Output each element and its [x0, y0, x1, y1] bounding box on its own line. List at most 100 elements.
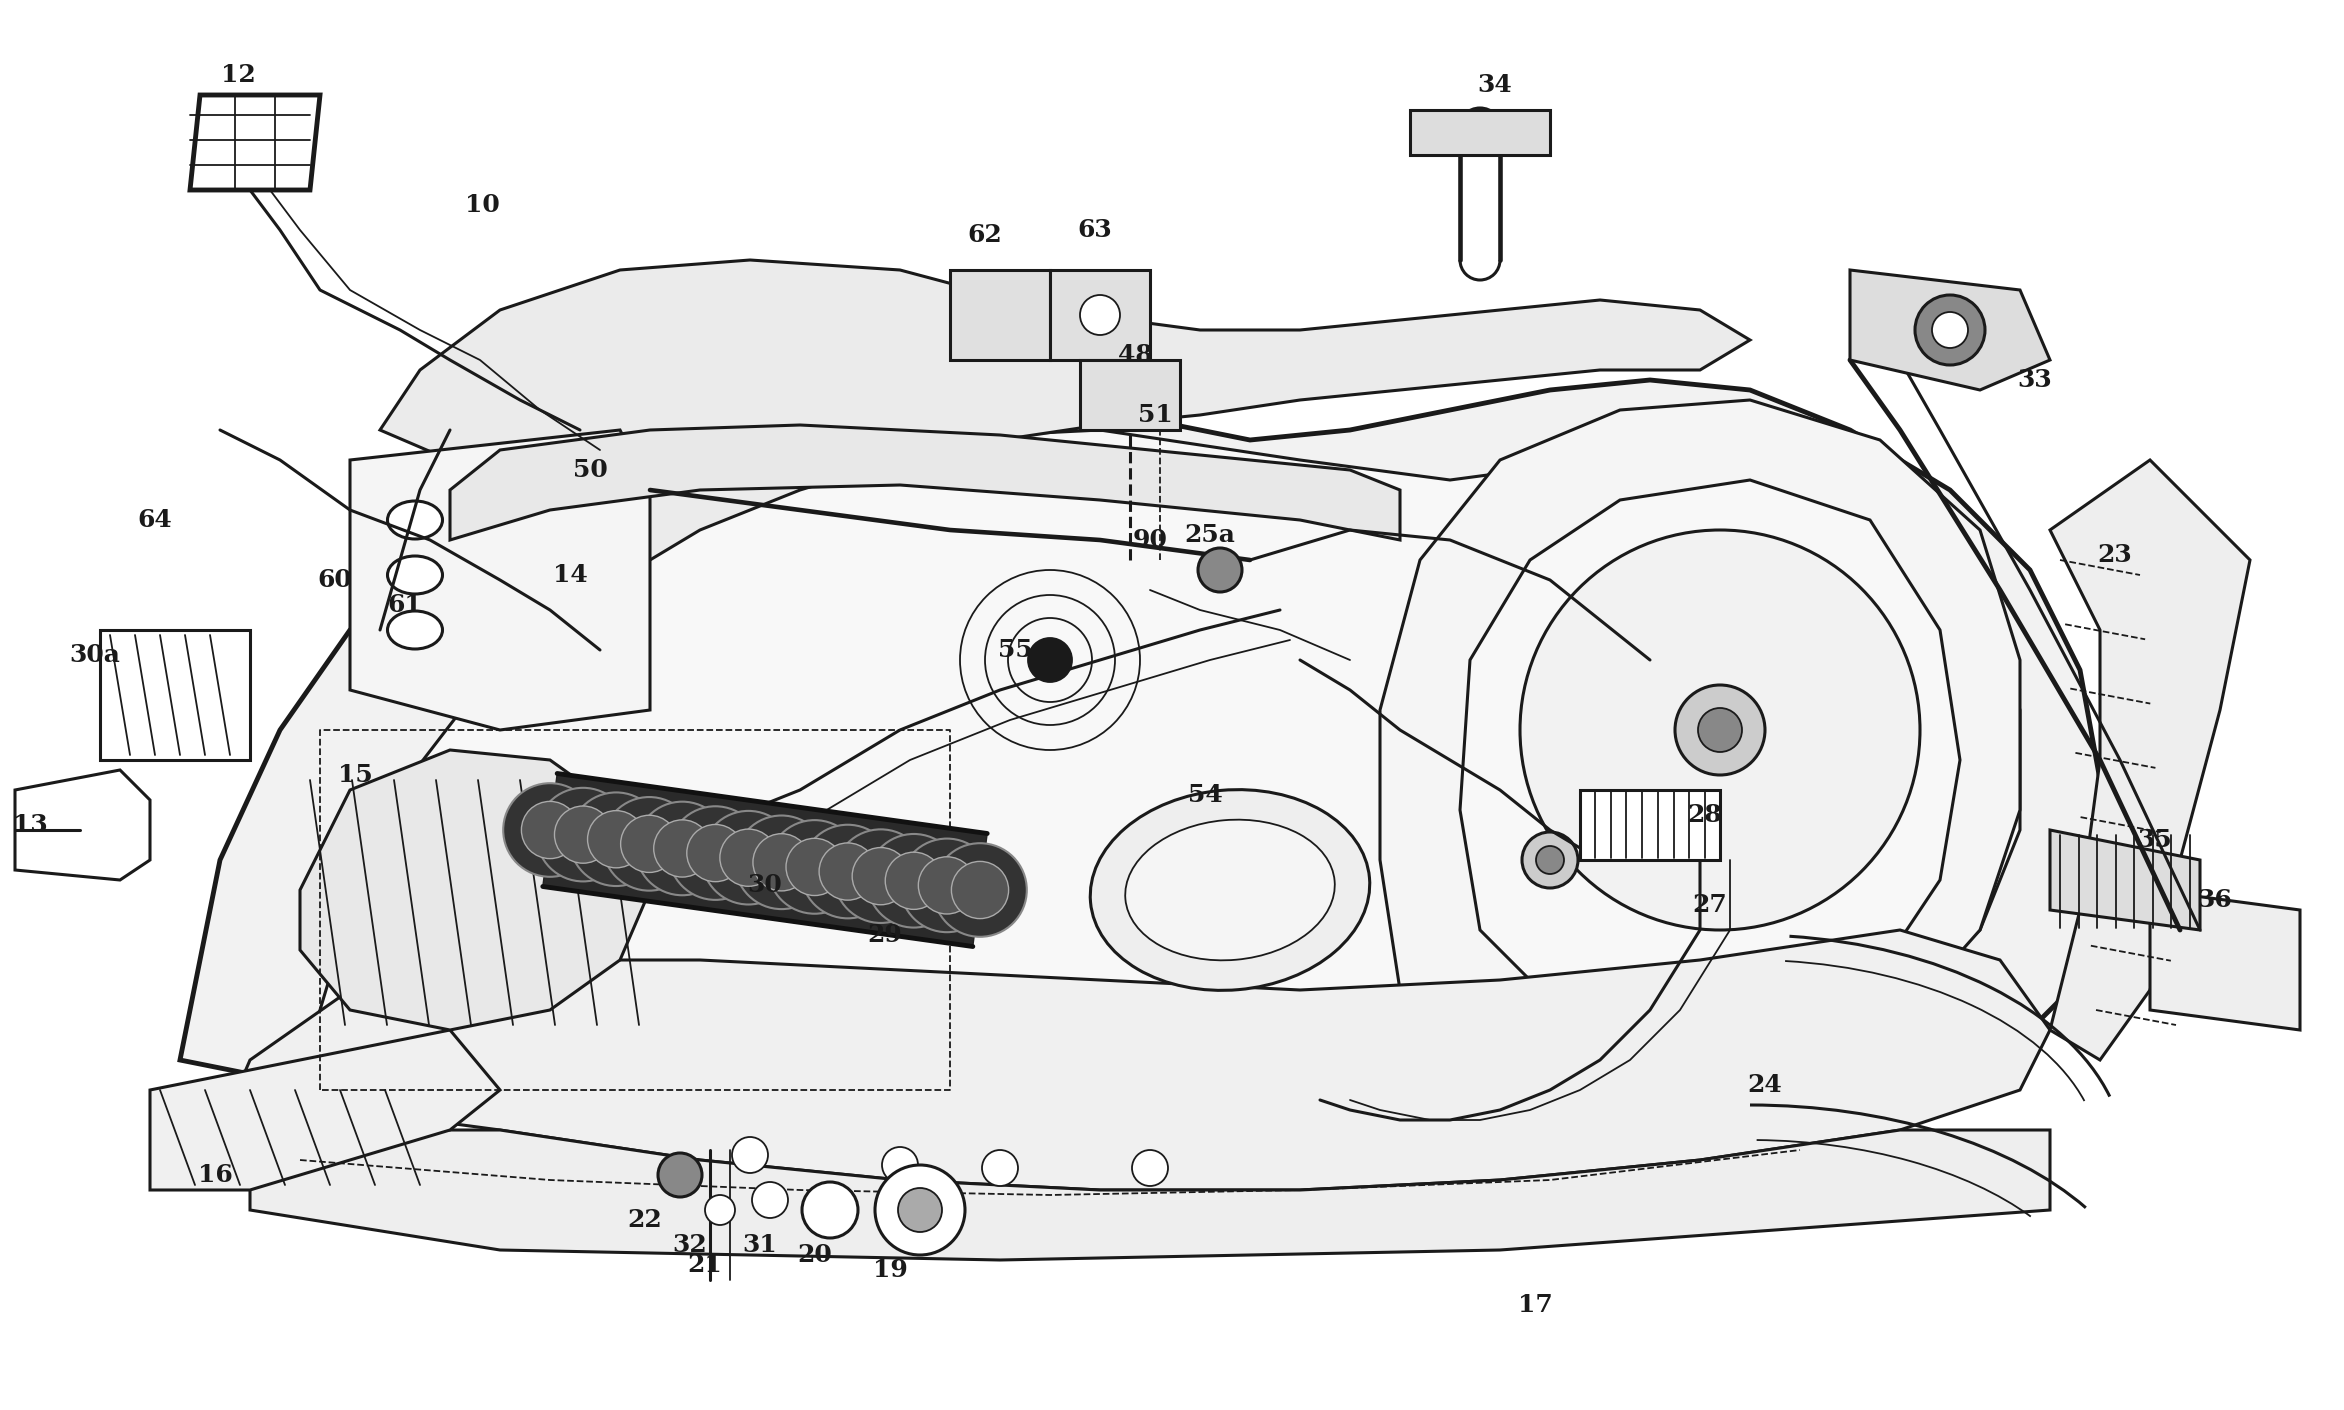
- Text: 19: 19: [872, 1258, 907, 1282]
- Text: 27: 27: [1692, 893, 1728, 916]
- Text: 63: 63: [1078, 219, 1113, 243]
- Circle shape: [570, 792, 663, 885]
- Text: 22: 22: [628, 1208, 663, 1232]
- Circle shape: [1081, 295, 1120, 336]
- Circle shape: [881, 1146, 919, 1183]
- Circle shape: [898, 1189, 942, 1232]
- Polygon shape: [1460, 479, 1960, 1029]
- Circle shape: [834, 829, 928, 924]
- Circle shape: [504, 783, 598, 877]
- Circle shape: [588, 811, 645, 867]
- Circle shape: [933, 843, 1027, 936]
- Text: 17: 17: [1517, 1293, 1552, 1317]
- Text: 90: 90: [1132, 527, 1167, 551]
- Polygon shape: [1580, 790, 1720, 860]
- Circle shape: [706, 1196, 736, 1225]
- Text: 55: 55: [999, 637, 1031, 663]
- Circle shape: [701, 811, 795, 904]
- Polygon shape: [1081, 360, 1179, 430]
- Polygon shape: [300, 750, 649, 1029]
- Circle shape: [919, 857, 975, 914]
- Ellipse shape: [1090, 790, 1369, 990]
- Text: 64: 64: [138, 508, 173, 532]
- Circle shape: [802, 1182, 858, 1238]
- Text: 61: 61: [387, 594, 422, 618]
- Text: 21: 21: [687, 1253, 722, 1277]
- Circle shape: [1029, 637, 1071, 682]
- Polygon shape: [1411, 110, 1549, 155]
- Text: 30a: 30a: [70, 643, 120, 667]
- Circle shape: [734, 815, 827, 909]
- Text: 54: 54: [1188, 783, 1221, 807]
- Circle shape: [818, 843, 877, 900]
- Circle shape: [520, 801, 579, 859]
- Polygon shape: [251, 1129, 2051, 1261]
- Polygon shape: [150, 1029, 499, 1190]
- Circle shape: [785, 839, 844, 895]
- Text: 34: 34: [1477, 73, 1512, 97]
- Circle shape: [1519, 530, 1920, 931]
- Text: 16: 16: [197, 1163, 232, 1187]
- Text: 14: 14: [553, 563, 588, 587]
- Circle shape: [1521, 832, 1578, 888]
- Circle shape: [853, 847, 909, 905]
- Text: 50: 50: [572, 458, 607, 482]
- Circle shape: [1198, 548, 1242, 592]
- Circle shape: [752, 1182, 788, 1218]
- Text: 23: 23: [2098, 543, 2133, 567]
- Polygon shape: [220, 931, 2051, 1190]
- Polygon shape: [1849, 269, 2051, 391]
- Text: 31: 31: [743, 1232, 778, 1256]
- Polygon shape: [321, 430, 2021, 1110]
- Text: 12: 12: [220, 63, 255, 87]
- Polygon shape: [14, 770, 150, 880]
- Circle shape: [687, 825, 743, 881]
- Circle shape: [900, 839, 994, 932]
- Circle shape: [1931, 312, 1969, 348]
- Polygon shape: [190, 94, 321, 190]
- Text: 36: 36: [2199, 888, 2231, 912]
- Text: 28: 28: [1688, 804, 1723, 828]
- Circle shape: [720, 829, 778, 887]
- Text: 32: 32: [673, 1232, 708, 1256]
- Circle shape: [659, 1153, 701, 1197]
- Text: 20: 20: [797, 1244, 832, 1268]
- Polygon shape: [180, 369, 2100, 1210]
- Polygon shape: [1050, 269, 1151, 360]
- Ellipse shape: [387, 501, 443, 539]
- Text: 62: 62: [968, 223, 1003, 247]
- Circle shape: [537, 788, 631, 881]
- Text: 35: 35: [2138, 828, 2173, 852]
- Circle shape: [952, 862, 1008, 918]
- Text: 24: 24: [1749, 1073, 1781, 1097]
- Circle shape: [556, 807, 612, 863]
- Circle shape: [1535, 846, 1563, 874]
- Circle shape: [1697, 708, 1742, 752]
- Circle shape: [1132, 1151, 1167, 1186]
- Polygon shape: [101, 630, 251, 760]
- Polygon shape: [949, 269, 1050, 360]
- Circle shape: [668, 807, 762, 900]
- Ellipse shape: [387, 611, 443, 649]
- Polygon shape: [544, 774, 987, 946]
- Text: 10: 10: [464, 193, 499, 217]
- Ellipse shape: [1125, 819, 1334, 960]
- Polygon shape: [349, 430, 649, 730]
- Polygon shape: [450, 424, 1399, 540]
- Text: 13: 13: [12, 814, 47, 838]
- Text: 60: 60: [319, 568, 352, 592]
- Ellipse shape: [387, 556, 443, 594]
- Circle shape: [867, 833, 961, 928]
- Circle shape: [874, 1165, 966, 1255]
- Text: 30: 30: [748, 873, 783, 897]
- Circle shape: [621, 815, 677, 873]
- Circle shape: [635, 802, 729, 895]
- Polygon shape: [2051, 830, 2201, 931]
- Circle shape: [731, 1136, 769, 1173]
- Text: 25a: 25a: [1184, 523, 1235, 547]
- Circle shape: [886, 852, 942, 909]
- Circle shape: [752, 833, 811, 891]
- Polygon shape: [1381, 400, 2021, 1080]
- Circle shape: [802, 825, 895, 918]
- Polygon shape: [380, 259, 1751, 660]
